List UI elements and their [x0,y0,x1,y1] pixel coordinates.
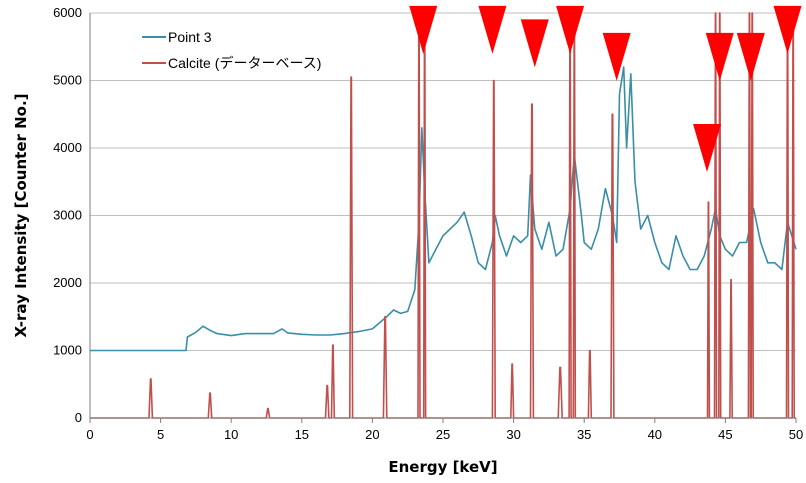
peak-marker-2 [478,5,507,54]
x-tick-10: 10 [224,427,238,442]
y-tick-0: 0 [75,410,82,425]
peak-marker-1 [409,5,438,54]
series-point-3 [90,66,797,352]
x-tick-labels: 0 5 10 15 20 25 30 35 40 45 50 [86,418,803,442]
y-tick-6000: 6000 [53,5,82,20]
y-tick-5000: 5000 [53,73,82,88]
y-tick-3000: 3000 [53,208,82,223]
x-tick-0: 0 [86,427,93,442]
legend-label-point-3: Point 3 [168,29,212,45]
x-tick-5: 5 [157,427,164,442]
y-tick-1000: 1000 [53,343,82,358]
peak-marker-6 [693,124,722,172]
y-tick-2000: 2000 [53,275,82,290]
legend: Point 3 Calcite (データーベース) [142,29,321,71]
y-axis-label: X-ray Intensity [Counter No.] [12,93,30,337]
gridlines [90,12,796,351]
peak-marker-9 [773,5,802,54]
legend-label-calcite-suffix: (データーベース) [215,55,322,71]
x-axis-label: Energy [keV] [388,458,497,476]
peak-marker-7 [705,32,734,81]
x-tick-20: 20 [365,427,379,442]
y-tick-4000: 4000 [53,140,82,155]
x-tick-15: 15 [295,427,309,442]
peak-marker-8 [736,32,765,81]
peak-marker-3 [520,19,549,68]
x-tick-45: 45 [718,427,732,442]
x-tick-30: 30 [506,427,520,442]
peak-marker-5 [602,32,631,81]
x-tick-25: 25 [436,427,450,442]
x-tick-50: 50 [789,427,803,442]
x-tick-40: 40 [648,427,662,442]
peak-marker-4 [556,5,585,54]
y-tick-labels: 0 1000 2000 3000 4000 5000 6000 [53,5,82,425]
x-tick-35: 35 [577,427,591,442]
peak-markers [409,5,802,172]
legend-label-calcite: Calcite [168,55,211,71]
